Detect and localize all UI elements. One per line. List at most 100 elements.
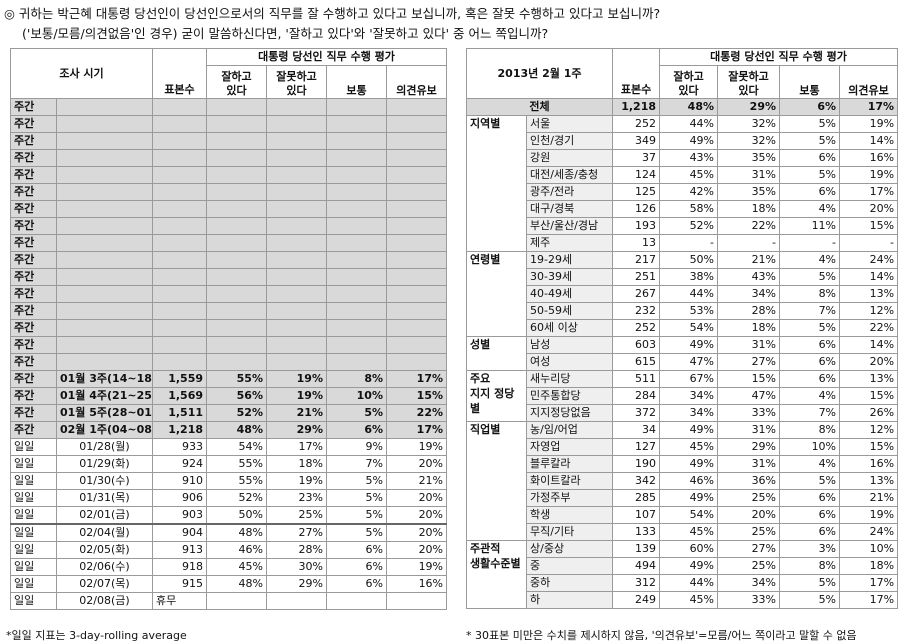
row-value: 48% [207, 524, 267, 542]
row-value: 36% [718, 473, 780, 490]
row-type: 주간 [11, 116, 57, 133]
right-header-group: 대통령 당선인 직무 수행 평가 [660, 49, 898, 66]
row-value: 15% [718, 371, 780, 388]
row-sample: 107 [613, 507, 660, 524]
table-row: 30-39세25138%43%5%14% [467, 269, 898, 286]
row-value: 6% [327, 559, 387, 576]
empty-cell [153, 269, 207, 286]
row-value: 6% [780, 371, 840, 388]
row-value: 50% [207, 507, 267, 525]
row-value: 54% [207, 439, 267, 456]
row-sample: 249 [613, 592, 660, 609]
row-value: 5% [780, 575, 840, 592]
table-row: 일일02/01(금)90350%25%5%20% [11, 507, 447, 525]
empty-cell [387, 269, 447, 286]
table-row: 주간02월 1주(04~08)1,21848%29%6%17% [11, 422, 447, 439]
row-sample: 904 [153, 524, 207, 542]
empty-cell [267, 201, 327, 218]
empty-cell [267, 167, 327, 184]
row-period: 01월 4주(21~25) [57, 388, 153, 405]
row-period: 02월 1주(04~08) [57, 422, 153, 439]
row-period: 02/05(화) [57, 542, 153, 559]
table-row: 성별남성60349%31%6%14% [467, 337, 898, 354]
row-label: 대전/세종/충청 [527, 167, 613, 184]
empty-cell [327, 218, 387, 235]
row-label: 자영업 [527, 439, 613, 456]
empty-cell [207, 99, 267, 116]
row-value: 15% [840, 218, 898, 235]
row-value: 20% [718, 507, 780, 524]
row-value: 10% [327, 388, 387, 405]
row-sample: 615 [613, 354, 660, 371]
row-value: 31% [718, 422, 780, 439]
row-label: 19-29세 [527, 252, 613, 269]
row-value: 14% [840, 269, 898, 286]
table-row: 인천/경기34949%32%5%14% [467, 133, 898, 150]
row-value: 29% [267, 422, 327, 439]
row-value: 17% [267, 439, 327, 456]
row-value: 5% [780, 320, 840, 337]
table-row: 주간 [11, 303, 447, 320]
row-label: 광주/전라 [527, 184, 613, 201]
empty-cell [267, 150, 327, 167]
table-row: 일일02/06(수)91845%30%6%19% [11, 559, 447, 576]
row-label: 가정주부 [527, 490, 613, 507]
group-label: 주요 지지 정당별 [467, 371, 527, 422]
empty-cell [57, 167, 153, 184]
row-value: - [718, 235, 780, 252]
row-value: 34% [718, 575, 780, 592]
empty-cell [153, 303, 207, 320]
row-type: 일일 [11, 576, 57, 593]
row-sample: 1,218 [613, 99, 660, 116]
row-value: 7% [780, 303, 840, 320]
row-value: 19% [840, 116, 898, 133]
table-row: 주간01월 3주(14~18)1,55955%19%8%17% [11, 371, 447, 388]
empty-cell [267, 133, 327, 150]
row-sample: 37 [613, 150, 660, 167]
empty-cell [207, 218, 267, 235]
row-value: 12% [840, 303, 898, 320]
empty-cell [153, 252, 207, 269]
row-value: 15% [840, 388, 898, 405]
row-value: 20% [387, 507, 447, 525]
empty-cell [57, 201, 153, 218]
empty-cell [327, 201, 387, 218]
row-period: 02/04(월) [57, 524, 153, 542]
row-value: 20% [387, 542, 447, 559]
row-value: 20% [840, 354, 898, 371]
empty-cell [57, 150, 153, 167]
empty-cell [327, 133, 387, 150]
row-value: 9% [327, 439, 387, 456]
row-label: 학생 [527, 507, 613, 524]
empty-cell [207, 167, 267, 184]
row-label: 지지정당없음 [527, 405, 613, 422]
empty-cell [387, 303, 447, 320]
empty-cell [57, 184, 153, 201]
empty-cell [267, 218, 327, 235]
left-header-period: 조사 시기 [11, 49, 153, 99]
empty-cell [327, 99, 387, 116]
row-value: 19% [267, 388, 327, 405]
row-value: 49% [660, 133, 718, 150]
table-row: 60세 이상25254%18%5%22% [467, 320, 898, 337]
row-value: 6% [780, 524, 840, 541]
row-type: 주간 [11, 371, 57, 388]
row-sample: 349 [613, 133, 660, 150]
left-header-group: 대통령 당선인 직무 수행 평가 [207, 49, 447, 66]
right-col-header-3: 의견유보 [840, 66, 898, 99]
row-value: 5% [780, 269, 840, 286]
row-type: 주간 [11, 252, 57, 269]
right-col-header-1: 잘못하고 있다 [718, 66, 780, 99]
table-row: 민주통합당28434%47%4%15% [467, 388, 898, 405]
empty-cell [387, 116, 447, 133]
empty-cell [207, 184, 267, 201]
row-value: 25% [718, 490, 780, 507]
table-row: 주간 [11, 201, 447, 218]
row-period: 02/07(목) [57, 576, 153, 593]
table-row: 학생10754%20%6%19% [467, 507, 898, 524]
row-value: 7% [780, 405, 840, 422]
row-label: 민주통합당 [527, 388, 613, 405]
row-label: 무직/기타 [527, 524, 613, 541]
empty-cell [387, 337, 447, 354]
row-value: 15% [387, 388, 447, 405]
